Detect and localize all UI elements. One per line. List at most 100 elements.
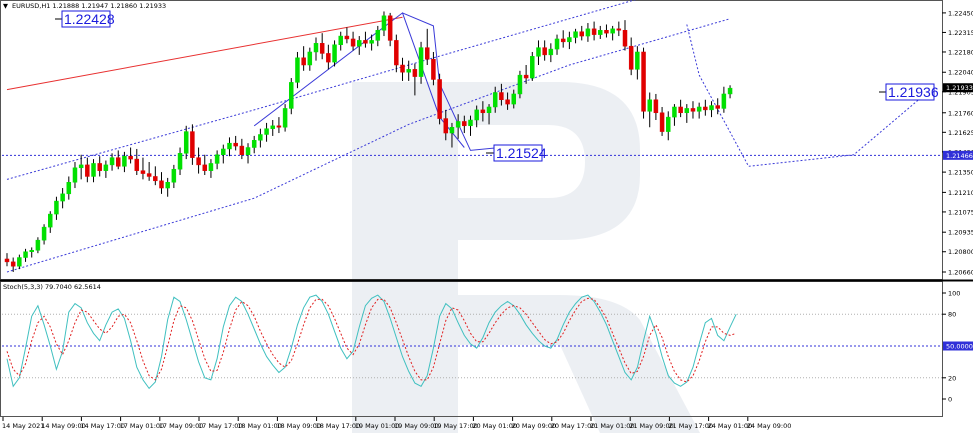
annotation-price-label: 1.22428 <box>64 11 115 27</box>
bull-candle <box>60 193 65 202</box>
annotation-box <box>885 83 935 101</box>
bull-candle <box>635 51 640 70</box>
bear-candle <box>431 58 436 80</box>
bear-candle <box>4 258 10 263</box>
bear-candle <box>653 99 659 114</box>
bull-candle <box>455 121 461 128</box>
time-tick-label: 17 May 09:00 <box>159 422 204 430</box>
bull-candle <box>103 164 109 171</box>
bull-candle <box>696 106 702 112</box>
stoch-tick-label: 0 <box>948 396 952 404</box>
stoch-header: Stoch(5,3,3) 79.7040 62.5614 <box>3 283 101 291</box>
price-tick-label: 1.22180 <box>948 48 973 56</box>
bull-candle <box>548 48 554 56</box>
bull-candle <box>78 164 84 169</box>
bull-candle <box>183 131 189 154</box>
time-tick-label: 14 May 2021 <box>2 422 44 430</box>
time-tick-label: 18 May 09:00 <box>276 422 321 430</box>
bear-candle <box>659 112 665 132</box>
stoch-axis: 100 80 50.0000 20 0 <box>942 290 973 404</box>
stoch-50-badge <box>943 341 973 351</box>
bull-candle <box>530 56 535 79</box>
bull-candle <box>573 31 578 38</box>
bear-candle <box>196 157 201 166</box>
bear-candle <box>641 51 646 112</box>
bull-candle <box>17 257 22 267</box>
price-tick-label: 1.21760 <box>948 109 973 117</box>
bull-candle <box>381 15 387 31</box>
time-tick-label: 19 May 01:00 <box>355 422 400 430</box>
price-tick-label: 1.21075 <box>948 208 973 216</box>
bear-candle <box>85 164 90 177</box>
bull-candle <box>177 153 183 170</box>
price-tick-label: 1.22450 <box>948 9 973 17</box>
bear-candle <box>604 30 609 34</box>
bull-candle <box>598 30 603 35</box>
bear-candle <box>616 28 622 31</box>
header-arrow-icon[interactable]: ▼ <box>3 2 8 10</box>
bull-candle <box>492 92 498 108</box>
time-tick-label: 20 May 01:00 <box>472 422 517 430</box>
bear-candle <box>628 45 634 70</box>
bear-candle <box>394 40 399 66</box>
bear-candle <box>140 170 146 174</box>
bear-candle <box>159 180 164 189</box>
price-tick-label: 1.21625 <box>948 129 973 137</box>
bear-candle <box>560 38 566 43</box>
time-tick-label: 20 May 09:00 <box>512 422 557 430</box>
bull-candle <box>511 93 517 105</box>
time-tick-label: 21 May 01:00 <box>590 422 635 430</box>
channel-lower-line <box>6 18 731 273</box>
bull-candle <box>258 134 263 141</box>
time-tick-label: 18 May 01:00 <box>237 422 282 430</box>
price-tick-label: 1.21905 <box>948 88 973 96</box>
bear-candle <box>523 74 529 79</box>
time-tick-label: 17 May 17:00 <box>198 422 243 430</box>
price-tick-label: 1.20800 <box>948 248 973 256</box>
bear-candle <box>326 53 331 63</box>
bull-candle <box>332 44 337 63</box>
stoch-tick-label: 100 <box>948 290 960 298</box>
time-tick-label: 18 May 17:00 <box>316 422 361 430</box>
bear-candle <box>146 173 152 177</box>
bull-candle <box>91 163 96 177</box>
stoch-tick-label: 20 <box>948 374 956 382</box>
bull-candle <box>289 82 294 109</box>
annotation-price-label: 1.21936 <box>888 84 939 100</box>
bear-candle <box>480 109 486 114</box>
bull-candle <box>554 38 560 50</box>
bull-candle <box>585 28 591 37</box>
bear-candle <box>591 28 597 35</box>
bear-candle <box>542 47 547 56</box>
price-tick-label: 1.21350 <box>948 169 973 177</box>
bull-candle <box>486 106 492 114</box>
bull-candle <box>227 142 232 150</box>
bull-candle <box>109 157 115 166</box>
bull-candle <box>338 35 343 45</box>
current-price-badge <box>943 83 973 93</box>
bull-candle <box>357 40 362 47</box>
bear-candle <box>437 79 442 119</box>
bear-candle <box>579 31 584 37</box>
bull-candle <box>468 119 473 127</box>
bull-candle <box>72 167 78 183</box>
annotation-price-label: 1.21524 <box>496 145 547 161</box>
bear-candle <box>153 176 158 182</box>
bull-candle <box>406 69 411 73</box>
bull-candle <box>369 40 374 44</box>
bull-candle <box>647 99 652 112</box>
symbol-header: EURUSD,H1 1.21888 1.21947 1.21860 1.2193… <box>12 2 166 10</box>
bear-candle <box>233 142 238 147</box>
bull-candle <box>536 47 541 57</box>
bear-candle <box>678 106 683 114</box>
stochastic-series <box>2 294 942 390</box>
bear-candle <box>363 40 368 44</box>
stoch-tick-label: 80 <box>948 311 956 319</box>
bear-candle <box>424 47 430 60</box>
bull-candle <box>709 105 714 111</box>
resistance-trend-line <box>6 16 403 91</box>
time-tick-label: 14 May 09:00 <box>41 422 86 430</box>
bear-candle <box>97 163 102 171</box>
